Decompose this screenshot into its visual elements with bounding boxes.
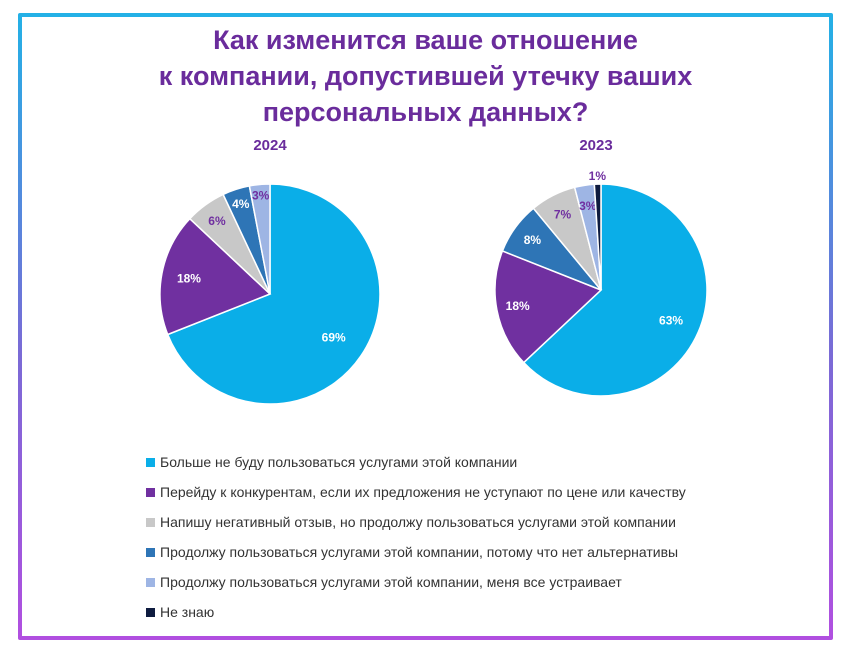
legend-swatch [146,577,155,587]
pie-slice [248,183,271,295]
legend-item-no-alternative: Продолжу пользоваться услугами этой комп… [146,537,686,567]
pie-2024-title: 2024 [253,137,287,154]
pie-slice [494,250,603,364]
title-line-2: к компании, допустившей утечку ваших [158,61,693,91]
legend-item-negative-review: Напишу негативный отзыв, но продолжу пол… [146,507,686,537]
pie-value-label: 69% [322,330,346,344]
title-line-1: Как изменится ваше отношение [213,25,638,55]
pie-value-label: 3% [252,188,270,202]
pie-value-label: 8% [524,233,542,247]
legend-swatch [146,547,155,557]
chart-title: Как изменится ваше отношение к компании,… [0,22,851,130]
legend-item-switch-competitor: Перейду к конкурентам, если их предложен… [146,477,686,507]
legend-item-stop-using: Больше не буду пользоваться услугами это… [146,447,686,477]
legend-swatch [146,457,155,467]
pie-value-label: 18% [506,299,530,313]
legend-item-satisfied: Продолжу пользоваться услугами этой комп… [146,567,686,597]
legend-label: Больше не буду пользоваться услугами это… [160,454,518,470]
legend-item-dont-know: Не знаю [146,597,686,627]
pie-value-label: 7% [554,207,572,221]
pie-value-label: 1% [589,169,607,183]
legend-label: Перейду к конкурентам, если их предложен… [160,484,686,500]
legend-label: Продолжу пользоваться услугами этой комп… [160,544,679,560]
legend: Больше не буду пользоваться услугами это… [146,447,686,627]
pie-slice [166,183,381,405]
pie-2024: 69% 18% 6% 4%3% [159,183,381,405]
legend-label: Не знаю [160,604,215,620]
pie-value-label: 63% [659,313,683,327]
pie-2023-title: 2023 [579,137,613,154]
pie-value-label: 18% [177,272,201,286]
legend-swatch [146,487,155,497]
pie-value-label: 4% [232,197,250,211]
pie-slice [593,183,602,291]
pie-value-label: 6% [208,214,226,228]
pie-slice [159,217,272,336]
legend-swatch [146,517,155,527]
pie-2023: 63% 18% 8% 7% 3% 1% [494,169,708,397]
legend-label: Продолжу пользоваться услугами этой комп… [160,574,622,590]
legend-label: Напишу негативный отзыв, но продолжу пол… [160,514,676,530]
legend-swatch [146,607,155,617]
pie-value-label: 3% [579,199,597,213]
pie-slice [522,183,708,397]
title-line-3: персональных данных? [262,97,589,127]
